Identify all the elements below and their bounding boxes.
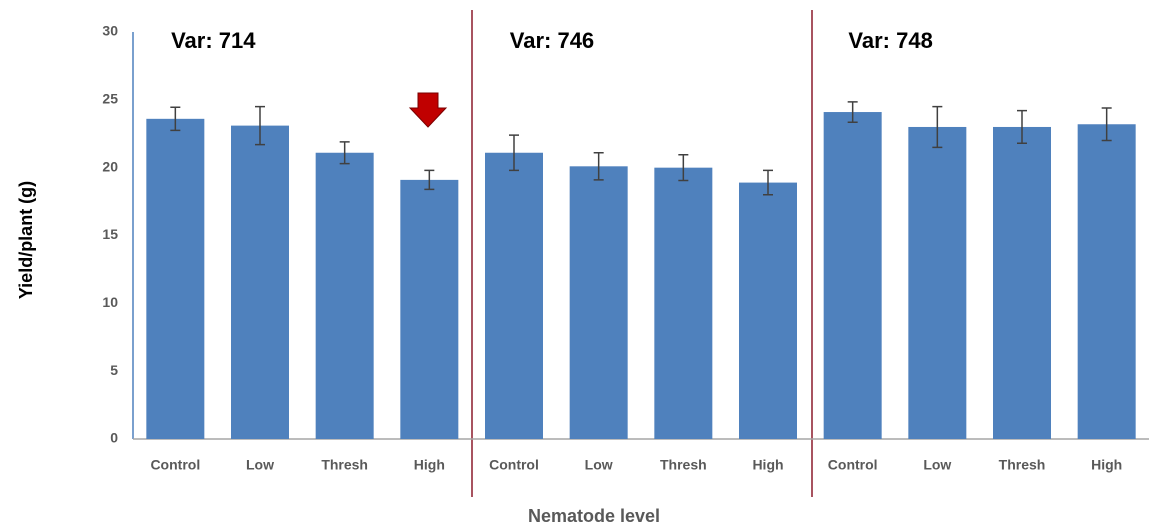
x-tick-label: High [1091,457,1122,473]
y-tick-label: 0 [110,430,118,446]
group-label: Var: 746 [510,28,594,53]
bar [823,112,882,439]
bar [654,167,713,439]
y-tick-label: 10 [102,294,118,310]
bar [908,126,967,439]
bar [315,152,374,439]
bar [400,179,459,440]
x-tick-label: High [752,457,783,473]
x-tick-label: High [414,457,445,473]
bar [739,182,797,439]
y-tick-label: 20 [102,158,118,174]
y-tick-label: 5 [110,362,118,378]
bar [231,125,289,440]
y-tick-label: 25 [102,91,118,107]
group-label: Var: 714 [171,28,256,53]
x-tick-label: Thresh [321,457,368,473]
x-tick-label: Control [150,457,200,473]
bar [569,166,628,439]
error-bar [424,169,435,191]
error-bar [763,169,773,196]
error-bar [1101,107,1112,142]
bar [993,126,1051,439]
error-bar [1017,109,1027,144]
error-bar [932,105,943,149]
error-bar [255,105,265,146]
x-tick-label: Low [585,457,613,473]
error-bar [678,154,689,182]
error-bar [339,141,350,165]
error-bar [170,106,181,132]
bar [1077,124,1136,440]
group-label: Var: 748 [848,28,932,53]
arrow-icon [408,92,448,128]
x-tick-label: Low [246,457,274,473]
error-bar [509,134,519,172]
x-tick-label: Low [923,457,951,473]
bar [146,118,205,440]
y-axis-label: Yield/plant (g) [16,181,36,299]
y-tick-label: 15 [102,226,118,242]
x-tick-label: Control [828,457,878,473]
error-bar [847,101,858,123]
error-bar [593,151,604,181]
y-tick-label: 30 [102,23,118,39]
x-tick-label: Thresh [660,457,707,473]
bar [485,152,543,439]
x-tick-label: Thresh [999,457,1046,473]
x-axis-label: Nematode level [528,506,660,526]
x-tick-label: Control [489,457,539,473]
